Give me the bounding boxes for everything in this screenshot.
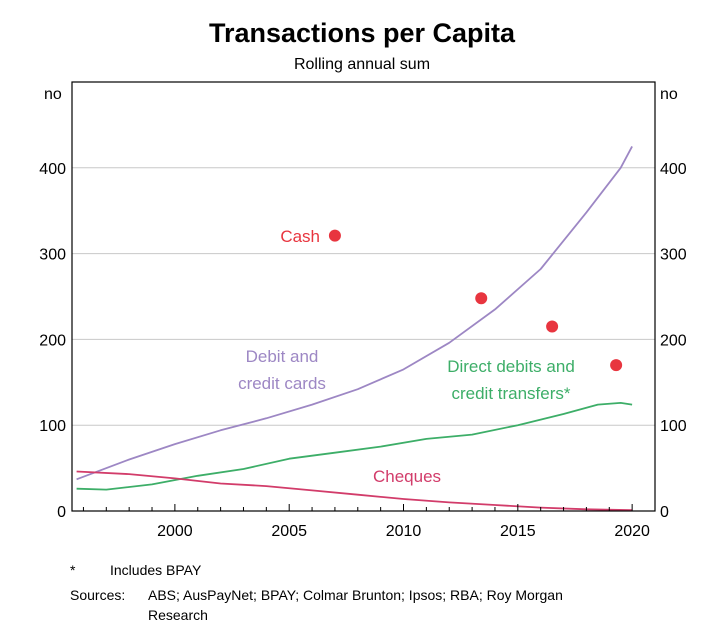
series-line-2 [76,470,633,511]
y-tick-label-right: 400 [660,161,687,178]
footnote-sources: Sources: ABS; AusPayNet; BPAY; Colmar Bru… [70,585,608,625]
y-unit-right: no [660,86,678,103]
plot-border [71,81,656,512]
y-tick-label-left: 0 [57,504,66,521]
y-tick-label-left: 100 [39,418,66,435]
chart: Transactions per Capita Rolling annual s… [39,18,687,540]
sources-text: ABS; AusPayNet; BPAY; Colmar Brunton; Ip… [148,587,563,623]
x-tick-label: 2020 [614,523,650,540]
gridlines [72,167,655,426]
chart-subtitle: Rolling annual sum [294,56,430,73]
chart-title: Transactions per Capita [209,18,516,48]
footnote-mark: * [70,562,76,578]
y-tick-label-right: 300 [660,247,687,264]
y-tick-label-right: 100 [660,418,687,435]
series-label-0: Debit and credit cards [238,347,326,393]
series-line-1 [76,402,633,491]
y-tick-label-right: 200 [660,332,687,349]
y-unit-left: no [44,86,62,103]
cash-label: Cash [280,227,320,246]
cash-point [610,359,623,372]
tick-labels: 0 0 100 100 200 200 300 300 400 400 2000 2005 2010 20… [39,161,687,540]
series-label-1: Direct debits and credit transfers* [447,357,575,403]
series-label-2: Cheques [373,467,441,486]
sources-label: Sources: [70,587,126,603]
x-tick-label: 2015 [500,523,536,540]
x-tick-label: 2010 [386,523,422,540]
cash-point [328,229,341,242]
y-tick-label-left: 200 [39,332,66,349]
series-labels: Debit and credit cards Direct debits and cr… [238,227,575,486]
cash-point [475,292,488,305]
y-tick-label-right: 0 [660,504,669,521]
y-tick-label-left: 300 [39,247,66,264]
series-line-0 [76,145,633,481]
x-tick-label: 2005 [271,523,307,540]
cash-points [328,229,623,372]
x-tick-label: 2000 [157,523,193,540]
footnote-text: Includes BPAY [110,562,202,578]
cash-point [546,320,559,333]
y-tick-label-left: 400 [39,161,66,178]
plot-frame [71,81,656,512]
footnote-note: * Includes BPAY [70,560,201,580]
